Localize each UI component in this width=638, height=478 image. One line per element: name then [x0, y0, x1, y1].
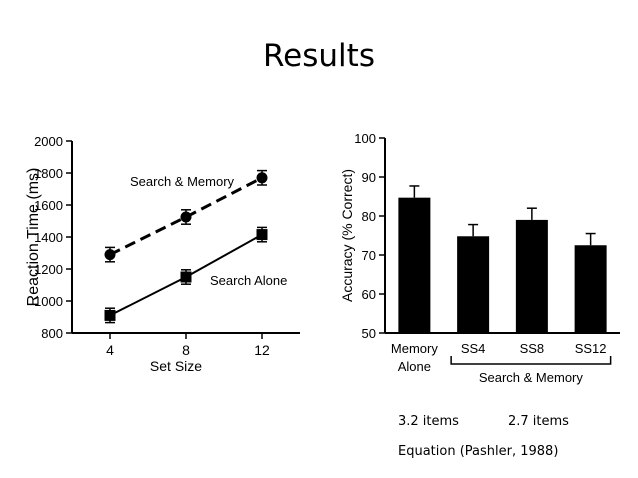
x-tick-label: SS4 — [461, 341, 486, 356]
series-line-1 — [109, 176, 263, 256]
data-point-square — [180, 271, 192, 283]
y-tick-label: 1400 — [34, 230, 63, 245]
x-tick-label: 4 — [106, 342, 114, 358]
y-tick-label: 800 — [41, 326, 63, 341]
x-tick-label: Alone — [398, 359, 431, 374]
slide-title: Results — [263, 38, 375, 74]
data-point-circle — [256, 172, 268, 184]
y-tick-label: 1000 — [34, 294, 63, 309]
y-tick-label: 90 — [362, 170, 376, 185]
bar — [457, 236, 490, 333]
note-search-items: 2.7 items — [508, 414, 569, 429]
y-tick-label: 1600 — [34, 198, 63, 213]
data-point-circle — [104, 249, 116, 261]
x-tick-label: SS12 — [575, 341, 607, 356]
note-memory-items: 3.2 items — [398, 414, 459, 429]
bar — [398, 197, 431, 333]
data-point-square — [104, 309, 116, 321]
y-tick-label: 50 — [362, 326, 376, 341]
y-tick-label: 100 — [354, 131, 376, 146]
bar — [515, 219, 548, 333]
series-label-search-memory: Search & Memory — [130, 174, 235, 189]
y-tick-label: 1800 — [34, 166, 63, 181]
x-tick-label: 12 — [254, 342, 270, 358]
y-axis-label: Reaction Time (ms) — [25, 168, 42, 307]
x-tick-label: SS8 — [520, 341, 545, 356]
y-tick-label: 60 — [362, 287, 376, 302]
bar — [574, 245, 607, 333]
y-tick-label: 80 — [362, 209, 376, 224]
series-label-search-alone: Search Alone — [210, 273, 287, 288]
data-point-square — [256, 229, 268, 241]
x-tick-label: 8 — [182, 342, 190, 358]
y-tick-label: 2000 — [34, 134, 63, 149]
y-tick-label: 70 — [362, 248, 376, 263]
group-label: Search & Memory — [479, 370, 584, 385]
note-equation: Equation (Pashler, 1988) — [398, 444, 559, 459]
data-point-circle — [180, 211, 192, 223]
group-bracket — [450, 356, 612, 365]
x-axis-label: Set Size — [150, 358, 202, 374]
y-axis-label: Accuracy (% Correct) — [339, 169, 355, 302]
x-tick-label: Memory — [391, 341, 438, 356]
y-tick-label: 1200 — [34, 262, 63, 277]
